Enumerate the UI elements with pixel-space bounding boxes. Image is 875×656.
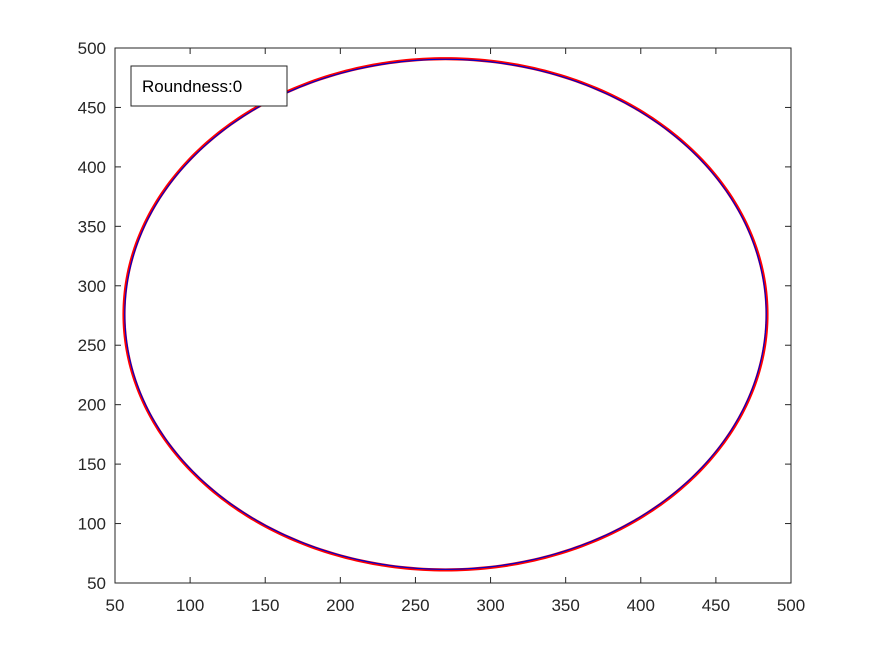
- y-tick-label: 150: [78, 455, 106, 474]
- annotation-border: [130, 65, 288, 107]
- y-tick-label: 350: [78, 217, 106, 236]
- annotation-box: Roundness:0: [130, 65, 288, 107]
- y-tick-label: 200: [78, 396, 106, 415]
- y-tick-label: 450: [78, 98, 106, 117]
- y-tick-label: 300: [78, 277, 106, 296]
- x-tick-label: 400: [627, 596, 655, 615]
- x-tick-label: 300: [476, 596, 504, 615]
- plot-area: [115, 48, 791, 583]
- x-tick-label: 500: [777, 596, 805, 615]
- x-tick-label: 150: [251, 596, 279, 615]
- axes-frame: [114, 47, 792, 584]
- y-tick-label: 400: [78, 158, 106, 177]
- series-layer: [122, 57, 769, 572]
- y-tick-label: 500: [78, 39, 106, 58]
- x-tick-label: 200: [326, 596, 354, 615]
- y-tick-label: 250: [78, 336, 106, 355]
- x-tick-label: 350: [551, 596, 579, 615]
- y-tick-label: 100: [78, 515, 106, 534]
- x-tick-label: 50: [106, 596, 125, 615]
- x-tick-label: 250: [401, 596, 429, 615]
- x-tick-label: 100: [176, 596, 204, 615]
- annotation-label: Roundness:0: [142, 77, 242, 96]
- series-line-red: [122, 57, 769, 572]
- y-tick-label: 50: [87, 574, 106, 593]
- x-tick-label: 450: [702, 596, 730, 615]
- y-axis: 50 100 150 200 250 300 350 400 450 500: [78, 39, 791, 593]
- series-line-blue: [124, 58, 767, 570]
- x-axis: 50 100 150 200 250 300 350 400 450 500: [106, 48, 805, 615]
